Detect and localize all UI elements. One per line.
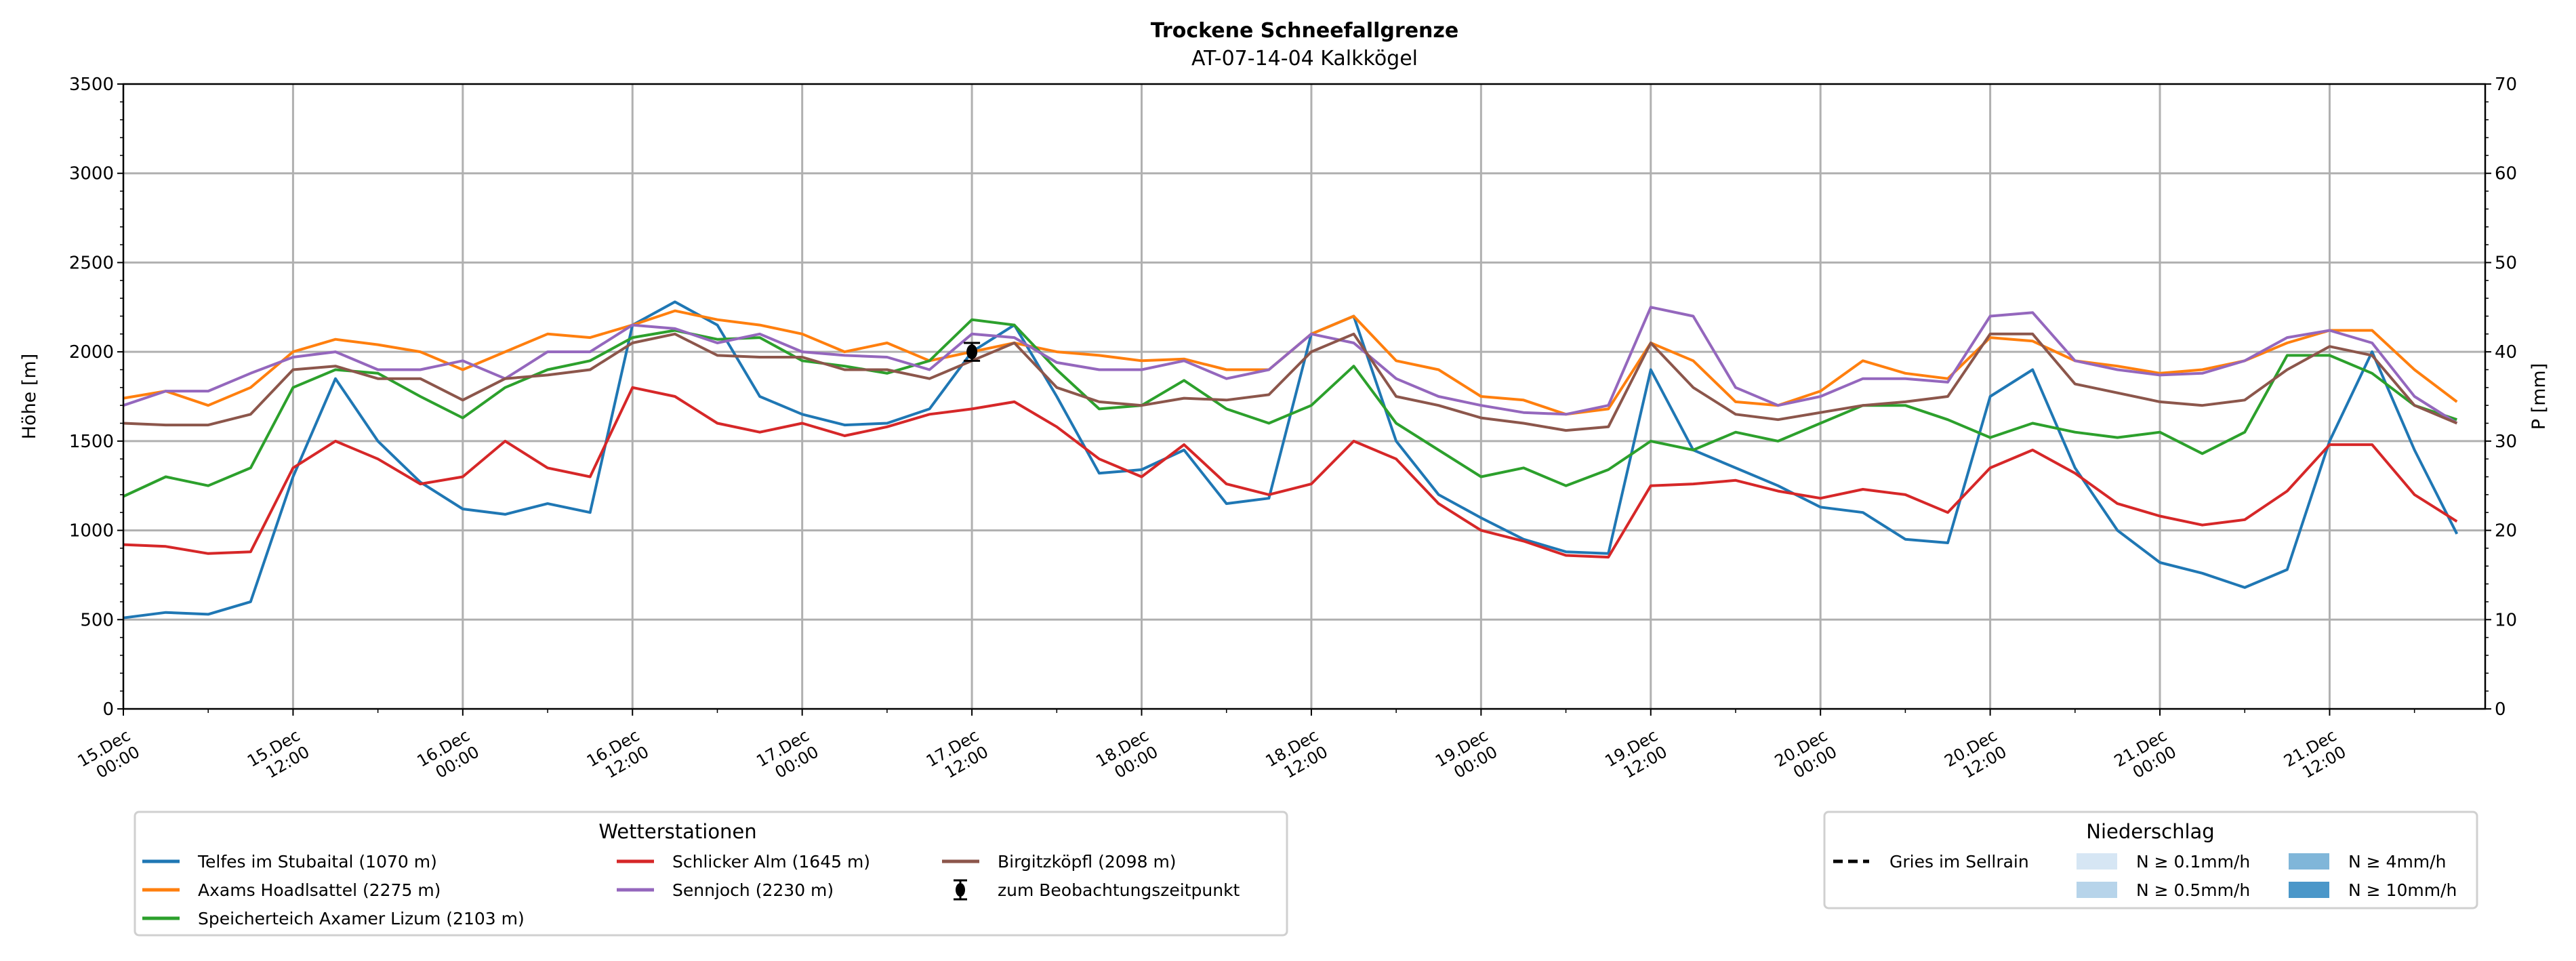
x-tick-label: 15.Dec00:00 — [75, 726, 143, 788]
y-right-tick-label: 40 — [2495, 342, 2517, 363]
x-tick-label: 20.Dec00:00 — [1772, 726, 1840, 788]
y-right-tick-label: 20 — [2495, 521, 2517, 541]
y-tick-label: 3000 — [69, 164, 114, 184]
legend-label-3: Schlicker Alm (1645 m) — [672, 852, 870, 872]
y-right-tick-label: 0 — [2495, 699, 2506, 720]
legend-gries-label: Gries im Sellrain — [1889, 852, 2029, 872]
series-line-4 — [123, 306, 2458, 425]
x-tick-label: 19.Dec12:00 — [1601, 726, 1670, 788]
x-tick-label: 16.Dec12:00 — [584, 726, 652, 788]
x-tick-label: 18.Dec12:00 — [1263, 726, 1331, 788]
y-right-tick-label: 10 — [2495, 610, 2517, 630]
y-tick-label: 1000 — [69, 521, 114, 541]
axes: 0 500 1000 1500 2000 2500 3000 3500 0 10 20 30 40 50 6… — [69, 75, 2517, 788]
series-line-5 — [123, 332, 2458, 432]
x-tick-label: 16.Dec00:00 — [414, 726, 483, 788]
legend-precip-swatch-1 — [2077, 882, 2117, 898]
chart-subtitle: AT-07-14-04 Kalkkögel — [1191, 47, 1418, 70]
series-line-1 — [123, 309, 2458, 416]
series-lines — [123, 300, 2459, 619]
x-tick-label: 17.Dec12:00 — [923, 726, 991, 788]
x-tick-label: 15.Dec12:00 — [244, 726, 312, 788]
legend-stations-title: Wetterstationen — [598, 820, 756, 843]
legend-label-5: Birgitzköpfl (2098 m) — [998, 852, 1177, 872]
legend-label-2: Speicherteich Axamer Lizum (2103 m) — [198, 909, 525, 928]
x-tick-label: 18.Dec00:00 — [1092, 726, 1161, 788]
series-line-3 — [123, 386, 2458, 559]
y-tick-label: 0 — [102, 699, 114, 720]
y-axis-label: Höhe [m] — [19, 354, 40, 440]
legend-precip-swatch-0 — [2077, 853, 2117, 870]
y-right-tick-label: 50 — [2495, 253, 2517, 273]
x-tick-label: 21.Dec00:00 — [2111, 726, 2180, 788]
y-right-tick-label: 60 — [2495, 164, 2517, 184]
legend-precip-title: Niederschlag — [2086, 820, 2214, 843]
y-tick-label: 1500 — [69, 432, 114, 452]
legend-label-4: Sennjoch (2230 m) — [672, 880, 834, 900]
legend-precip-label-1: N ≥ 0.5mm/h — [2136, 880, 2250, 900]
legend-precip: Niederschlag Gries im Sellrain N ≥ 0.1mm… — [1823, 811, 2478, 909]
legend-precip-swatch-3 — [2289, 882, 2329, 898]
legend-obs-label: zum Beobachtungszeitpunkt — [998, 880, 1240, 900]
y-right-tick-label: 30 — [2495, 432, 2517, 452]
y-tick-label: 2000 — [69, 342, 114, 363]
legend-precip-label-3: N ≥ 10mm/h — [2348, 880, 2457, 900]
legend-precip-label-0: N ≥ 0.1mm/h — [2136, 852, 2250, 872]
chart-title: Trockene Schneefallgrenze — [1151, 19, 1458, 43]
legend-obs-point — [956, 883, 965, 897]
legend-label-0: Telfes im Stubaital (1070 m) — [197, 852, 437, 872]
legend-precip-swatch-2 — [2289, 853, 2329, 870]
x-tick-label: 17.Dec00:00 — [753, 726, 821, 788]
y-right-tick-label: 70 — [2495, 75, 2517, 95]
legend-stations: Wetterstationen Telfes im Stubaital (107… — [134, 811, 1288, 937]
series-line-2 — [123, 318, 2457, 498]
y-axis-label-right: P [mm] — [2529, 363, 2550, 430]
observation-point — [966, 344, 978, 360]
y-tick-label: 500 — [80, 610, 114, 630]
legend-precip-label-2: N ≥ 4mm/h — [2348, 852, 2446, 872]
x-tick-label: 19.Dec00:00 — [1432, 726, 1500, 788]
y-tick-label: 2500 — [69, 253, 114, 273]
x-tick-label: 20.Dec12:00 — [1941, 726, 2009, 788]
legend-label-1: Axams Hoadlsattel (2275 m) — [198, 880, 441, 900]
plot-frame — [122, 83, 2487, 710]
observation-marker — [964, 342, 981, 362]
y-tick-label: 3500 — [69, 75, 114, 95]
series-line-0 — [123, 300, 2459, 619]
x-tick-label: 21.Dec12:00 — [2281, 726, 2349, 788]
